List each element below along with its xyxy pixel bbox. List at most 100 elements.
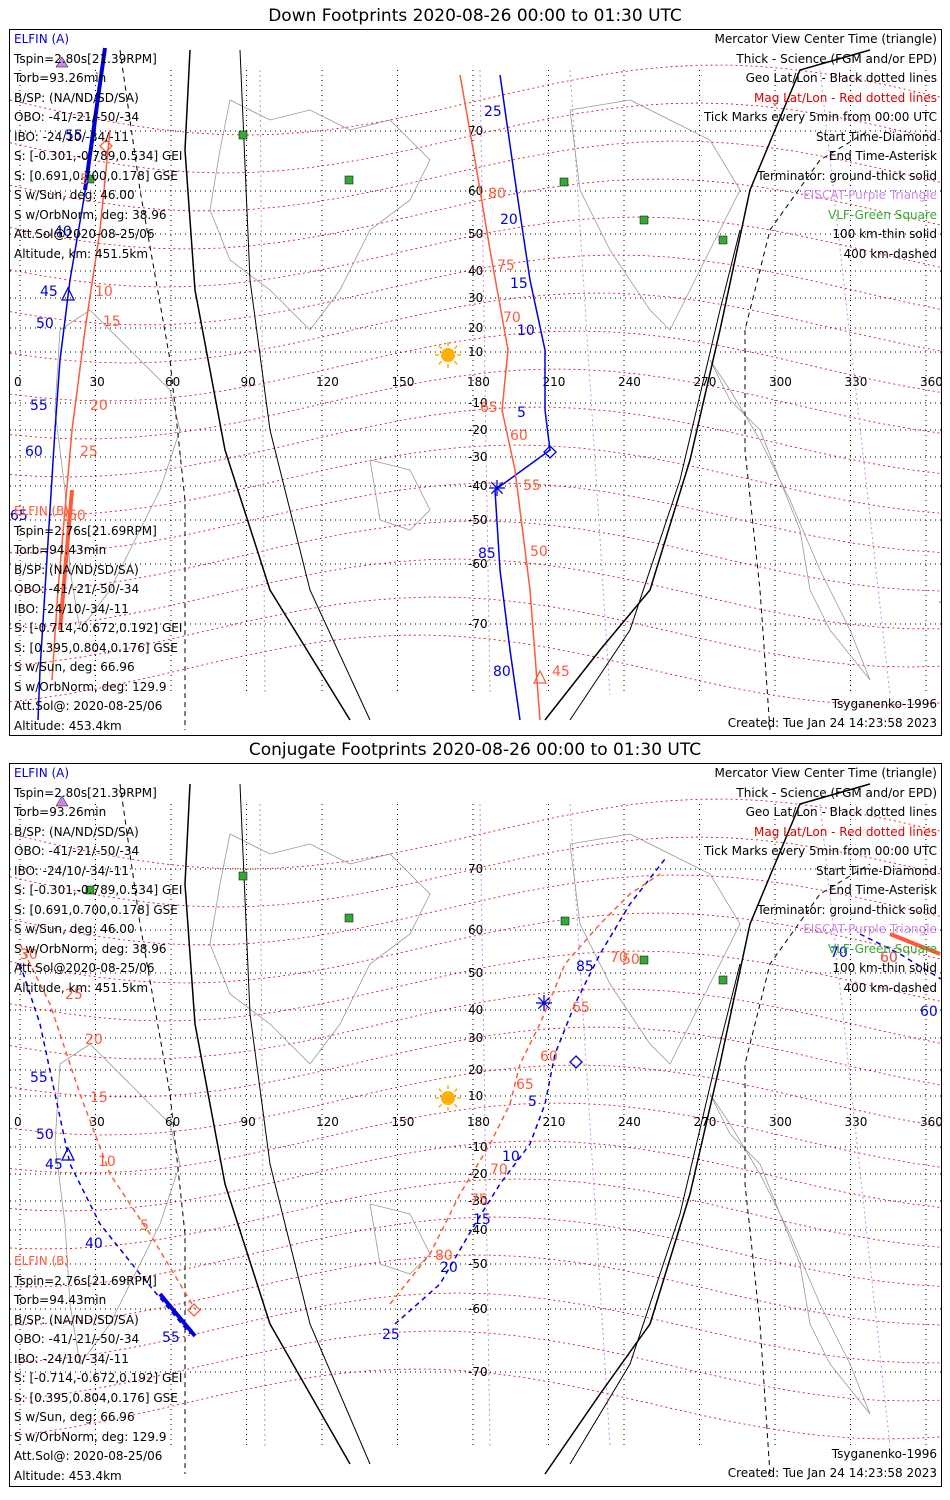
terminator-line [544,783,871,1475]
elfin-a-tick-label: 55 [30,398,48,414]
legend-item: 100 km-thin solid [832,961,937,975]
info-line: Tspin=2.76s[21.69RPM] [14,523,157,538]
elfin-a-tick-label: 55 [30,1070,48,1086]
lon-tick-label: 150 [392,1115,415,1129]
info-line: S: [0.691,0.700,0.178] GSE [14,168,178,183]
info-line: S: [-0.714,-0.672,0.192] GEI [14,1371,183,1385]
info-line: Altitude: 453.4km [14,718,122,733]
elfin-b-tick-label: 60 [510,428,528,444]
elfin-a-tick-label: 60 [880,950,898,966]
mag-lat-line [10,1026,941,1098]
elfin-b-tick-label: 75 [497,258,515,274]
info-line: Torb=94.43min [14,543,107,557]
panel-title-conjugate: Conjugate Footprints 2020-08-26 00:00 to… [248,740,702,760]
lat-tick-label: -60 [468,1302,488,1316]
elfin-b-track [51,129,111,681]
lat-tick-label: 40 [468,264,483,278]
elfin-b-track-2 [459,74,541,721]
elfin-b-tick-label: 5 [140,1218,149,1234]
info-line: S w/OrbNorm, deg: 38.96 [14,207,167,222]
lat-tick-label: -50 [468,1257,488,1271]
info-line: Tspin=2.80s[21.39RPM] [14,51,157,66]
elfin-a-tick-label: 45 [40,284,58,300]
center-time-triangle [60,1146,76,1161]
elfin-b-tick-label: 25 [80,444,98,460]
terminator-line [184,49,351,721]
lat-tick-label: 50 [468,227,483,241]
elfin-a-tick-label: 55 [162,1330,180,1346]
center-time-triangle [532,669,548,684]
lon-tick-label: 180 [467,1115,490,1129]
lat-tick-label: -10 [468,1140,488,1154]
elfin-a-tick-label: 60 [25,444,43,460]
coastline [209,833,431,1065]
elfin-a-tick-label: 55 [65,128,83,144]
sun-icon [441,348,455,362]
elfin-a-tick-label: 85 [478,546,496,562]
info-line: S: [0.395,0.804,0.176] GSE [14,640,178,655]
lon-tick-label: 270 [694,375,717,389]
lat-tick-label: -10 [468,396,488,410]
info-line: B/SP: (NA/ND/SD/SA) [14,824,139,839]
elfin-b-tick-label: 80 [435,1248,453,1264]
info-line: S: [0.395,0.804,0.176] GSE [14,1390,178,1405]
elfin-a-tick-label: 65 [10,508,28,524]
lat-tick-label: 10 [468,345,483,359]
coastline [709,1093,871,1415]
sun-ray [453,1103,458,1108]
end-time-asterisk [490,481,504,495]
center-time-triangle [60,286,76,301]
info-line: S w/OrbNorm, deg: 129.9 [14,1429,167,1444]
lat-tick-label: 20 [468,1063,483,1077]
coastline [569,99,741,331]
info-line: Att.Sol@: 2020-08-25/06 [14,699,163,713]
elfin-b-tick-label: 65 [516,1077,534,1093]
lat-tick-label: 40 [468,1003,483,1017]
lon-tick-label: 270 [694,1115,717,1129]
lon-tick-label: 330 [845,1115,868,1129]
elfin-b-tick-label: 60 [68,508,86,524]
info-line: Att.Sol@2020-08-25/06 [14,961,155,975]
legend-item: 400 km-dashed [843,246,937,261]
legend-item: 100 km-thin solid [832,227,937,241]
legend-item: Start Time-Diamond [815,129,937,144]
elfin-b-tick-label: 60 [540,1049,558,1065]
vlf-station-square [639,955,649,965]
info-line: B/SP: (NA/ND/SD/SA) [14,1312,139,1327]
elfin-a-tick-label: 50 [36,316,54,332]
terminator-line [239,49,371,721]
mag-lat-line [10,444,941,516]
lat-tick-label: 30 [468,1031,483,1045]
mag-lat-line [10,1330,941,1402]
legend-item: Terminator: ground-thick solid [757,902,937,917]
elfin-b-tick-label: 50 [530,544,548,560]
info-line: IBO: -24/10/-34/-11 [14,601,129,616]
info-line: B/SP: (NA/ND/SD/SA) [14,90,139,105]
info-line: Tspin=2.80s[21.39RPM] [14,785,157,800]
elfin-b-track [19,943,196,1310]
mag-lat-line [10,368,941,440]
elfin-a-tick-label: 70 [830,945,848,961]
info-line: OBO: -41/-21/-50/-34 [14,1332,140,1346]
mag-lon-line [479,69,491,696]
mag-lat-line [10,912,941,984]
mag-lat-line [10,178,941,250]
sun-ray [453,1088,458,1093]
elfin-b-tick-label: 70 [938,600,941,616]
info-line: B/SP: (NA/ND/SD/SA) [14,562,139,577]
coastline [369,1203,431,1275]
coastline [54,309,181,631]
legend-item: Geo Lat/Lon - Black dotted lines [745,805,937,819]
elfin-a-tick-label: 5 [528,1094,537,1110]
elfin-b-info: ELFIN (B) Tspin=2.76s[21.69RPM] Torb=94.… [14,502,182,735]
elfin-a-science [158,1292,197,1338]
coastline [709,359,871,681]
lat-tick-label: -70 [468,1365,488,1379]
info-line: S w/OrbNorm, deg: 129.9 [14,679,167,694]
info-line: Altitude: 453.4km [14,1468,122,1483]
mag-lat-line [10,330,941,402]
model-label: Tsyganenko-1996 [831,1447,937,1461]
mag-lon-line [259,803,266,1447]
vlf-station-square [718,235,728,245]
mag-lat-line [10,558,941,630]
